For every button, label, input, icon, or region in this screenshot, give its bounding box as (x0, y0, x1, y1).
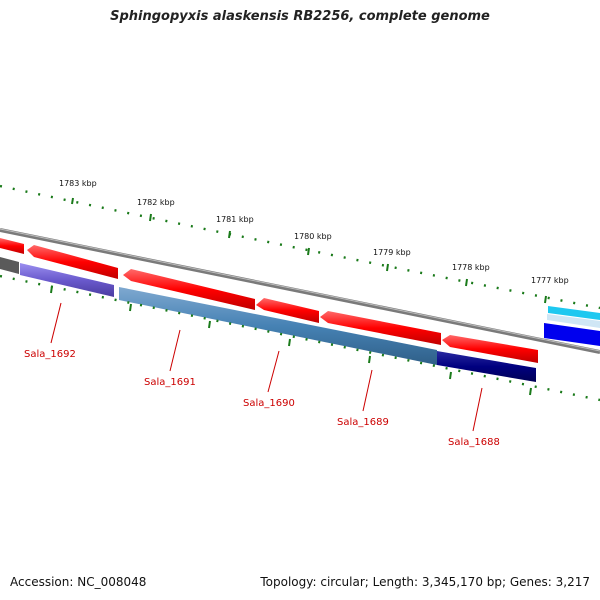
label-line-sala-1692 (50, 302, 62, 344)
reverse-cds-right-blue (544, 323, 600, 346)
major-tick-1783 (71, 197, 74, 205)
gene-label-sala-1690: Sala_1690 (243, 398, 295, 409)
major-tick-1781 (228, 230, 231, 239)
forward-cds-3 (123, 269, 255, 310)
kbp-label-1778: 1778 kbp (452, 263, 490, 272)
major-tick-1782 (149, 213, 152, 222)
reverse-cds-partial-left (0, 257, 19, 274)
label-line-sala-1691 (169, 329, 181, 372)
outer-tick-ring (0, 184, 600, 310)
reverse-cds-right-cyan (548, 306, 600, 320)
kbp-labels: 1783 kbp 1782 kbp 1781 kbp 1780 kbp 1779… (59, 179, 569, 285)
inner-major-tick-4 (288, 338, 291, 347)
inner-tick-ring (0, 274, 600, 402)
reverse-cds-right-light (547, 314, 600, 328)
forward-cds-5 (320, 311, 441, 345)
reverse-cds-sala-1691-1689 (119, 287, 437, 365)
kbp-label-1783: 1783 kbp (59, 179, 97, 188)
gene-label-lines (50, 302, 483, 432)
label-line-sala-1690 (267, 350, 280, 393)
label-line-sala-1688 (472, 387, 483, 432)
gene-labels: Sala_1692 Sala_1691 Sala_1690 Sala_1689 … (24, 349, 500, 448)
reverse-cds-sala-1692 (20, 263, 114, 297)
kbp-label-1779: 1779 kbp (373, 248, 411, 257)
backbone-ring (0, 228, 600, 354)
inner-major-tick-3 (208, 320, 211, 329)
gene-label-sala-1691: Sala_1691 (144, 377, 196, 388)
forward-cds-4 (256, 298, 319, 323)
inner-major-tick-5 (368, 355, 371, 364)
forward-strand-genes (0, 238, 538, 363)
right-edge-genes (544, 306, 600, 346)
major-tick-1779 (386, 263, 389, 272)
forward-cds-1 (0, 238, 24, 254)
major-tick-1778 (465, 278, 468, 287)
reverse-cds-sala-1688 (437, 351, 536, 382)
map-title: Sphingopyxis alaskensis RB2256, complete… (110, 9, 490, 24)
inner-major-tick-1 (50, 285, 53, 294)
reverse-strand-genes (0, 257, 536, 382)
accession-text: Accession: NC_008048 (10, 575, 147, 589)
kbp-label-1780: 1780 kbp (294, 232, 332, 241)
major-tick-1777 (544, 295, 547, 304)
major-tick-1780 (307, 247, 310, 256)
kbp-label-1781: 1781 kbp (216, 215, 254, 224)
genome-summary-text: Topology: circular; Length: 3,345,170 bp… (260, 575, 590, 589)
forward-cds-2 (27, 245, 118, 279)
kbp-label-1782: 1782 kbp (137, 198, 175, 207)
inner-major-tick-6 (449, 371, 452, 380)
label-line-sala-1689 (362, 369, 373, 412)
kbp-label-1777: 1777 kbp (531, 276, 569, 285)
inner-major-tick-2 (129, 303, 132, 312)
forward-cds-6 (442, 335, 538, 363)
inner-major-tick-7 (529, 387, 532, 396)
gene-label-sala-1688: Sala_1688 (448, 437, 500, 448)
gene-label-sala-1689: Sala_1689 (337, 417, 389, 428)
gene-label-sala-1692: Sala_1692 (24, 349, 76, 360)
